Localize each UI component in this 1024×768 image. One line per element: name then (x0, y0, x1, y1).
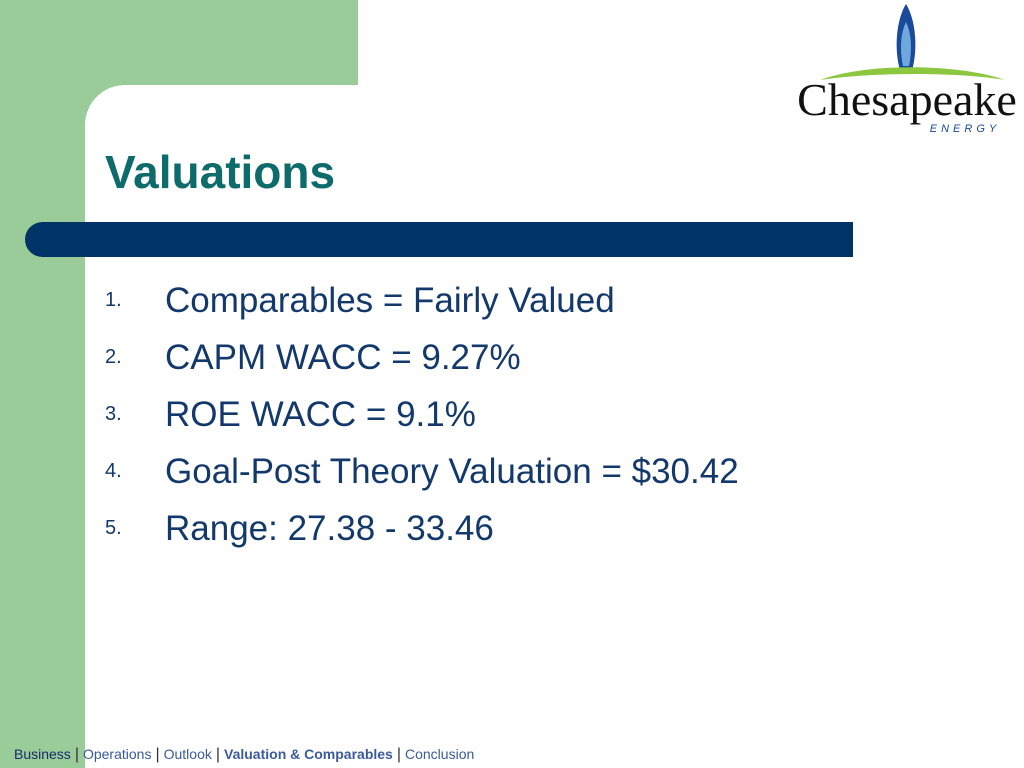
footer-link[interactable]: Outlook (163, 746, 212, 762)
logo: Chesapeake ENERGY (797, 4, 1017, 135)
list-item: 3. ROE WACC = 9.1% (105, 386, 739, 443)
logo-tagline: ENERGY (930, 123, 1000, 135)
slide-title: Valuations (105, 146, 336, 198)
footer-separator: | (215, 746, 221, 763)
list-marker: 4. (105, 460, 122, 482)
footer-separator: | (155, 746, 160, 763)
bullet-list: 1. Comparables = Fairly Valued 2. CAPM WACC… (105, 272, 739, 557)
list-text: Comparables = Fairly Valued (165, 280, 615, 320)
footer-link[interactable]: Conclusion (405, 746, 475, 762)
list-marker: 5. (105, 517, 122, 539)
list-marker: 3. (105, 403, 122, 425)
list-item: 2. CAPM WACC = 9.27% (105, 329, 739, 386)
list-marker: 1. (105, 289, 122, 311)
list-item: 4. Goal-Post Theory Valuation = $30.42 (105, 443, 739, 500)
footer-separator: | (74, 746, 79, 763)
list-text: CAPM WACC = 9.27% (165, 337, 521, 377)
footer-nav: Business | Operations | Outlook | Valuation & … (14, 746, 478, 764)
logo-swoosh (820, 67, 1005, 80)
footer-link[interactable]: Business (14, 746, 71, 762)
footer-link[interactable]: Operations (82, 746, 152, 762)
footer-separator: | (396, 746, 401, 763)
list-text: Goal-Post Theory Valuation = $30.42 (165, 451, 739, 491)
list-item: 1. Comparables = Fairly Valued (105, 272, 739, 329)
content-area (85, 85, 1024, 768)
list-text: Range: 27.38 - 33.46 (165, 508, 494, 548)
footer-link[interactable]: Valuation & Comparables (224, 746, 393, 762)
logo-name: Chesapeake (797, 74, 1017, 125)
title-bar (25, 222, 853, 257)
list-marker: 2. (105, 346, 122, 368)
list-text: ROE WACC = 9.1% (165, 394, 476, 434)
logo-flame-inner (901, 22, 911, 66)
list-item: 5. Range: 27.38 - 33.46 (105, 500, 739, 557)
